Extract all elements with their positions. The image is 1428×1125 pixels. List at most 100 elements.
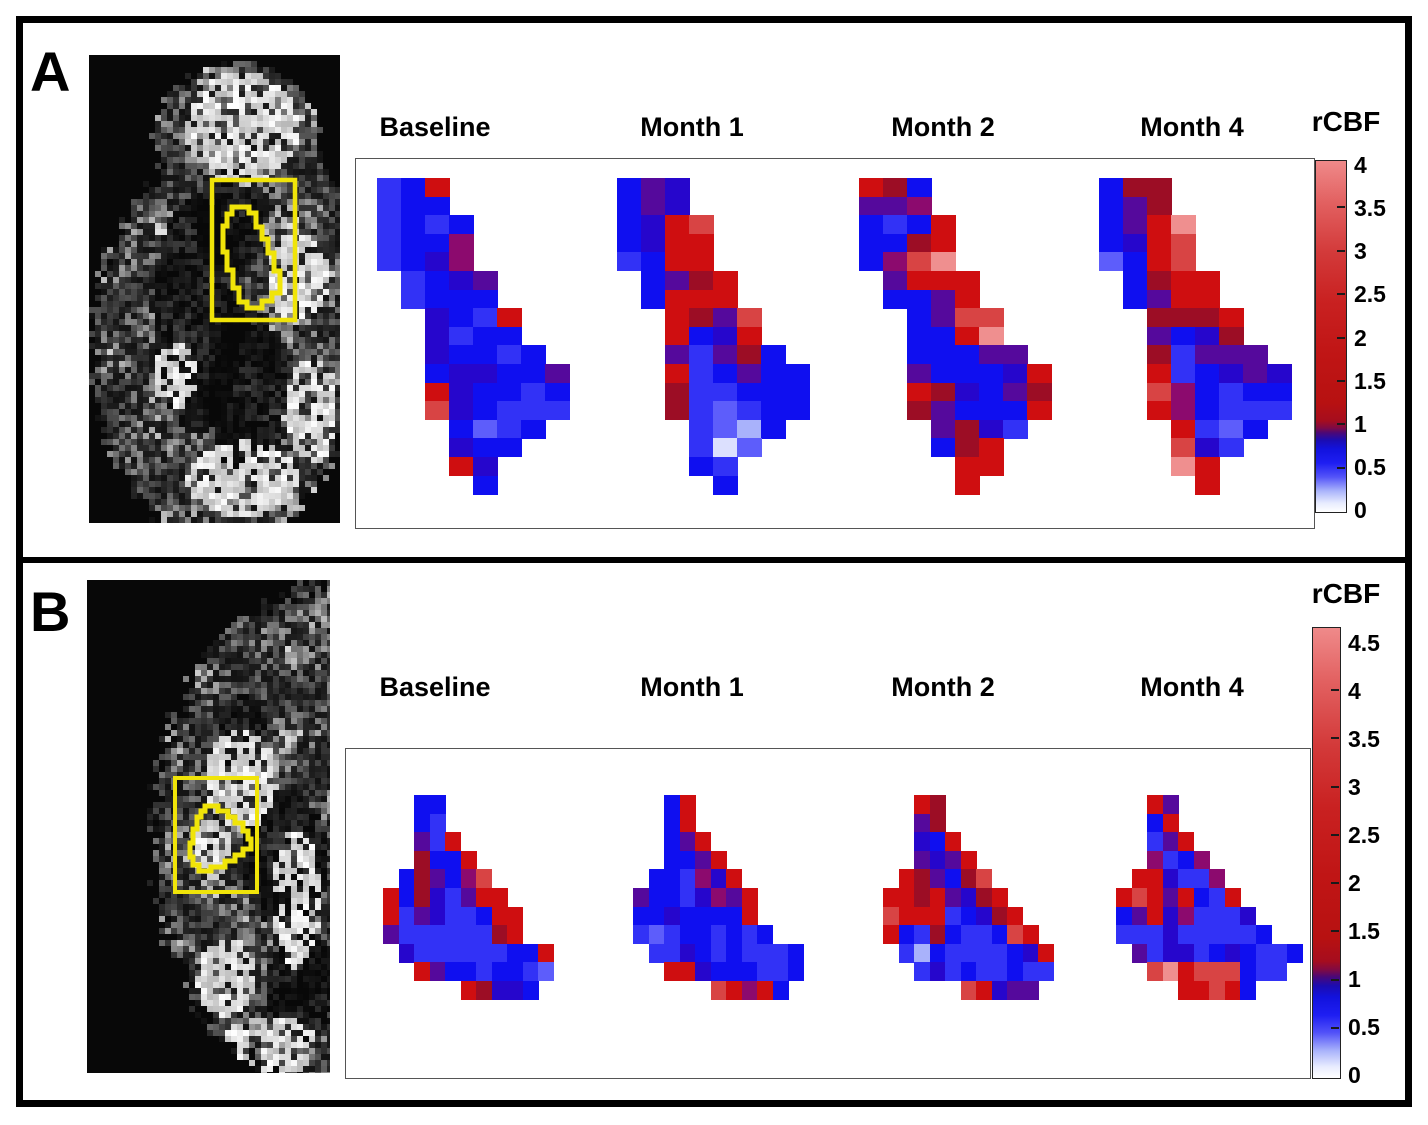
heatmap-cell	[664, 850, 680, 870]
heatmap-cell	[695, 906, 711, 926]
heatmap-cell	[476, 888, 492, 908]
heatmap-cell	[929, 888, 946, 908]
heatmap-cell	[664, 832, 680, 852]
heatmap-cell	[1267, 382, 1292, 402]
roi-outline-a	[220, 204, 283, 311]
heatmap-cell	[1123, 178, 1148, 198]
heatmap-cell	[713, 401, 738, 421]
heatmap-cell	[1162, 795, 1179, 815]
heatmap-cell	[414, 925, 430, 945]
heatmap-cell	[545, 401, 570, 421]
heatmap-cell	[1022, 943, 1039, 963]
colorbar-tick-label: 0	[1354, 497, 1367, 523]
heatmap-cell	[473, 475, 498, 495]
heatmap-cell	[945, 925, 961, 945]
heatmap-cell	[1147, 943, 1163, 963]
heatmap-cell	[859, 215, 884, 235]
heatmap-cell	[1243, 401, 1268, 421]
heatmap-cell	[521, 419, 546, 439]
heatmap-cell	[1219, 438, 1244, 458]
mri-image-b	[87, 580, 330, 1073]
colorbar-a-tickmarks	[1337, 163, 1345, 512]
heatmap-cell	[898, 888, 915, 908]
heatmap-cell	[1178, 981, 1194, 1001]
heatmap-cell	[945, 962, 961, 982]
colorbar-tick-label: 0.5	[1354, 453, 1386, 480]
heatmap-cell	[497, 345, 522, 365]
heatmap-cell	[737, 308, 762, 328]
heatmap-cell	[665, 382, 690, 402]
heatmap-cell	[1209, 981, 1225, 1001]
heatmap-cell	[1099, 215, 1124, 235]
heatmap-cell	[883, 196, 908, 216]
heatmap-cell	[1271, 962, 1287, 982]
heatmap-cell	[914, 795, 930, 815]
heatmap-cell	[648, 906, 665, 926]
heatmap-cell	[425, 308, 450, 328]
heatmap-cell	[1178, 943, 1194, 963]
heatmap-cell	[1224, 962, 1241, 982]
heatmap-cell	[679, 795, 696, 815]
heatmap-cell	[664, 888, 680, 908]
heatmap-cell	[679, 888, 696, 908]
heatmap-cell	[757, 925, 773, 945]
heatmap-cell	[1007, 981, 1023, 1001]
heatmap-cell	[929, 869, 946, 889]
heatmap-cell	[689, 438, 714, 458]
heatmap-cell	[414, 813, 430, 833]
heatmap-cell	[445, 888, 461, 908]
heatmap-cell	[521, 401, 546, 421]
heatmap-cell	[1099, 252, 1124, 272]
heatmap-cell	[641, 196, 666, 216]
heatmap-cell	[497, 419, 522, 439]
heatmap-cell	[641, 233, 666, 253]
heatmap-cell	[883, 178, 908, 198]
colorbar-tick-mark	[1331, 978, 1339, 981]
heatmap-cell	[460, 943, 477, 963]
heatmap-cell	[761, 419, 786, 439]
heatmap-cell	[710, 906, 727, 926]
heatmap-cell	[955, 475, 980, 495]
heatmap-cell	[473, 289, 498, 309]
heatmap-cell	[1162, 906, 1179, 926]
heatmap-cell	[713, 457, 738, 477]
heatmap-cell	[929, 962, 946, 982]
heatmap-cell	[914, 850, 930, 870]
heatmap-cell	[726, 869, 742, 889]
heatmap-cell	[1147, 813, 1163, 833]
heatmap-cell	[689, 457, 714, 477]
heatmap-cell	[491, 981, 508, 1001]
heatmap-cell	[449, 419, 474, 439]
heatmap-cell	[679, 943, 696, 963]
heatmap-cell	[960, 943, 977, 963]
heatmap-cell	[491, 925, 508, 945]
heatmap-cell	[945, 869, 961, 889]
heatmap-cell	[931, 215, 956, 235]
heatmap-cell	[1171, 364, 1196, 384]
heatmap-cell	[689, 345, 714, 365]
heatmap-cell	[695, 925, 711, 945]
heatmap-cell	[898, 869, 915, 889]
heatmap-cell	[741, 981, 758, 1001]
heatmap-cell	[1171, 252, 1196, 272]
heatmap-cell	[1171, 215, 1196, 235]
heatmap-cell	[445, 832, 461, 852]
heatmap-cell	[1027, 364, 1052, 384]
heatmap-cell	[883, 888, 899, 908]
heatmap-cell	[929, 813, 946, 833]
colorbar-tick-label: 3	[1354, 238, 1367, 265]
heatmap-cell	[398, 906, 415, 926]
heatmap-cell	[960, 888, 977, 908]
panel-b-label: B	[30, 580, 71, 643]
heatmap-cell	[931, 345, 956, 365]
heatmap-cell	[377, 196, 402, 216]
heatmap-cell	[507, 906, 523, 926]
roi-overlay-b	[173, 776, 259, 894]
heatmap-cell	[449, 252, 474, 272]
heatmap-cell	[460, 906, 477, 926]
heatmap-cell	[1147, 401, 1172, 421]
heatmap-cell	[679, 962, 696, 982]
heatmap-cell	[476, 906, 492, 926]
heatmap-cell	[377, 252, 402, 272]
heatmap-cell	[449, 457, 474, 477]
